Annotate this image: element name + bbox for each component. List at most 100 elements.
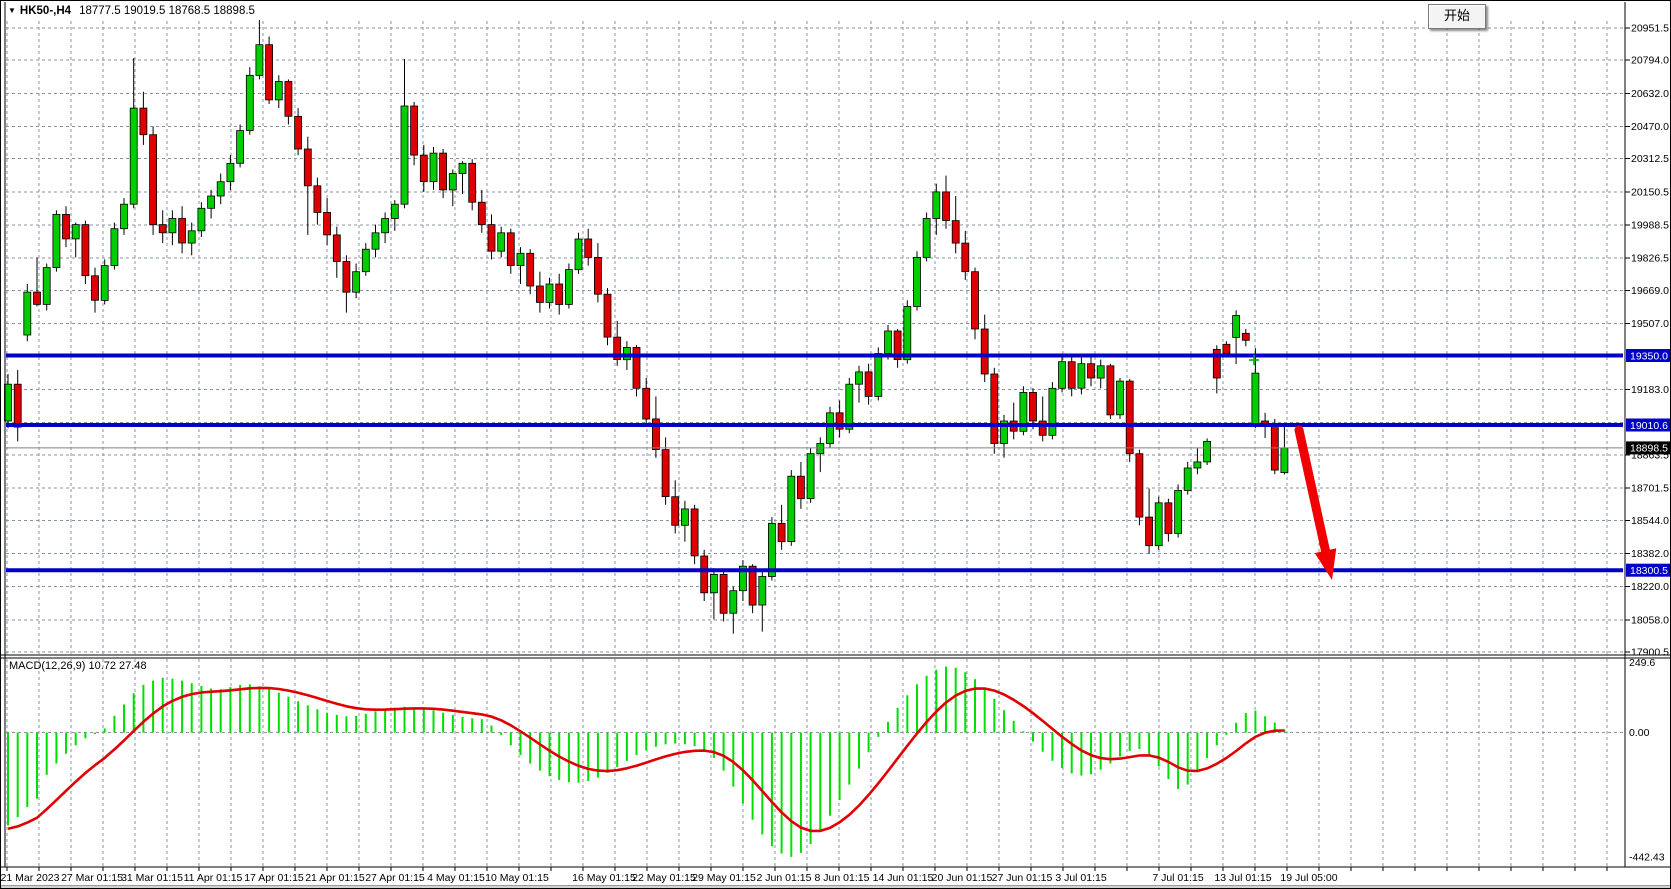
price-axis: 20951.5 20794.0 20632.0 20470.0 20312.5 20150…: [1629, 23, 1669, 864]
candle-body: [1125, 380, 1134, 455]
candle-body: [110, 228, 119, 266]
candle-body: [62, 213, 70, 240]
candle-body: [207, 195, 216, 209]
candle-body: [71, 224, 80, 240]
candle-body: [1000, 420, 1008, 444]
candle-body: [961, 242, 970, 273]
candle-body: [313, 185, 322, 213]
candle-body: [700, 555, 709, 594]
candle-body: [565, 269, 573, 305]
price-tick-label: 18220.0: [1631, 581, 1669, 593]
candle-body: [4, 383, 12, 422]
price-tick-label: 20470.0: [1631, 121, 1669, 133]
macd-tick-label: -442.43: [1629, 852, 1665, 864]
time-tick-label: 27 Jun 01:15: [992, 872, 1053, 884]
candle-body: [1154, 502, 1163, 547]
candle-body: [255, 44, 264, 76]
candle-body: [806, 453, 815, 500]
candle-body: [748, 565, 757, 606]
candle-body: [768, 522, 776, 577]
candle-body: [197, 207, 206, 232]
price-tick-label: 20794.0: [1631, 55, 1669, 67]
candle-body: [545, 283, 554, 303]
price-tick-label: 20951.5: [1631, 23, 1669, 35]
candle-body: [816, 443, 825, 455]
candle-body: [1096, 365, 1105, 379]
price-tick-label: 17900.5: [1631, 647, 1669, 659]
time-tick-label: 17 Apr 01:15: [244, 872, 304, 884]
crosshair-mark: [1249, 355, 1259, 365]
candle-body: [1048, 387, 1057, 436]
candle-body: [468, 162, 477, 203]
candle-body: [506, 232, 515, 266]
candle-body: [361, 248, 370, 273]
candle-body: [739, 565, 747, 592]
symbol-text: HK50-,H4: [19, 5, 72, 17]
down-arrow-annotation[interactable]: [1294, 425, 1337, 580]
price-tick-label: 18701.5: [1631, 483, 1669, 495]
price-tick-label: 19507.0: [1631, 318, 1669, 330]
candle-body: [922, 218, 931, 258]
candle-body: [1106, 365, 1115, 416]
candle-body: [536, 285, 544, 303]
time-tick-label: 19 Jul 05:00: [1280, 872, 1337, 884]
candle-body: [274, 81, 283, 101]
candle-body: [410, 105, 419, 156]
price-tick-label: 18544.0: [1631, 515, 1669, 527]
candle-body: [613, 336, 622, 361]
candle-body: [323, 211, 332, 236]
candle-body: [294, 115, 303, 150]
time-tick-label: 21 Apr 01:15: [305, 872, 365, 884]
candle-body: [642, 387, 651, 420]
candle-body: [971, 271, 979, 330]
candle-body: [729, 590, 738, 614]
candle-body: [33, 291, 41, 305]
time-tick-label: 29 May 01:15: [692, 872, 756, 884]
candle-body: [603, 293, 612, 338]
candle-body: [710, 574, 718, 594]
time-tick-label: 13 Jul 01:15: [1214, 872, 1271, 884]
price-tick-label: 20150.5: [1631, 186, 1669, 198]
candle-body: [1019, 391, 1028, 432]
start-button[interactable]: 开始: [1428, 4, 1486, 29]
price-tick-label: 19669.0: [1631, 285, 1669, 297]
candle-body: [1116, 380, 1124, 416]
price-badge: 19010.6: [1626, 418, 1670, 432]
candle-body: [448, 173, 457, 191]
time-tick-label: 2 Jun 01:15: [757, 872, 812, 884]
candle-body: [42, 267, 51, 305]
candle-body: [980, 328, 989, 375]
candle-body: [555, 283, 564, 305]
candle-body: [497, 232, 506, 252]
candle-body: [187, 230, 196, 244]
candle-body: [681, 508, 689, 526]
svg-text:19350.0: 19350.0: [1630, 350, 1668, 362]
candle-body: [661, 449, 670, 498]
time-tick-label: 7 Jul 01:15: [1152, 872, 1204, 884]
candle-body: [52, 213, 61, 268]
chart-title: ▼ HK50-,H4 18777.5 19019.5 18768.5 18898.5: [8, 5, 255, 17]
price-tick-label: 18058.0: [1631, 614, 1669, 626]
candle-body: [81, 224, 90, 277]
candle-body: [168, 218, 177, 234]
price-badge: 18300.5: [1626, 563, 1670, 577]
candle-body: [942, 191, 950, 221]
candle-body: [23, 291, 32, 336]
candle-body: [903, 306, 912, 361]
svg-text:18898.5: 18898.5: [1630, 443, 1668, 455]
candle-body: [1164, 502, 1173, 534]
candle-body: [120, 203, 128, 230]
candle-body: [342, 261, 351, 293]
price-tick-label: 19183.0: [1631, 384, 1669, 396]
time-tick-label: 22 May 01:15: [632, 872, 696, 884]
candle-body: [1174, 490, 1182, 534]
price-tick-label: 18382.0: [1631, 548, 1669, 560]
candle-body: [91, 275, 99, 301]
svg-text:19010.6: 19010.6: [1630, 420, 1668, 432]
candle-body: [1193, 461, 1202, 469]
candle-body: [245, 74, 254, 131]
time-tick-label: 27 Apr 01:15: [365, 872, 425, 884]
symbol-dropdown-icon[interactable]: ▼: [8, 6, 16, 15]
